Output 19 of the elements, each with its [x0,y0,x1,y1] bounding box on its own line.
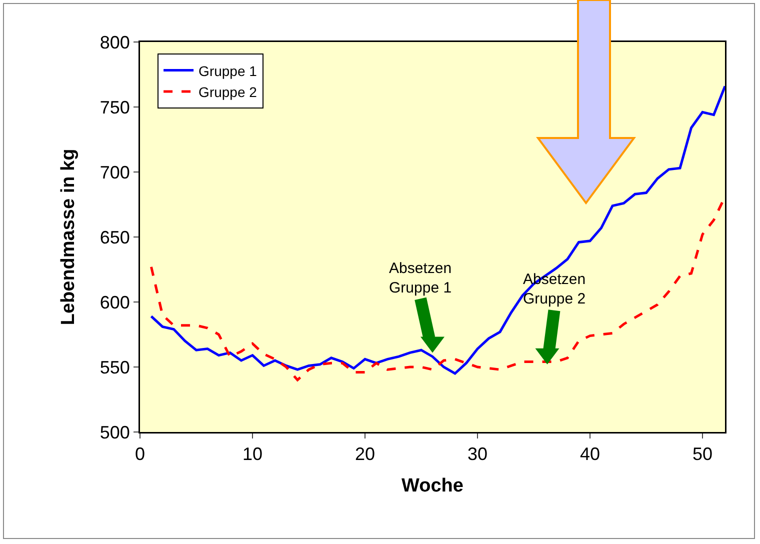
y-axis-title: Lebendmasse in kg [58,148,79,326]
x-tick-label: 50 [692,444,713,464]
y-tick-label: 550 [100,357,130,378]
annotation: Absetzen Gruppe 1 [389,260,452,296]
x-tick-label: 0 [134,444,146,464]
y-tick-label: 650 [100,227,130,248]
x-tick-label: 10 [242,444,263,464]
legend-label: Gruppe 1 [198,62,258,79]
x-axis-title: Woche [402,476,464,497]
y-tick-label: 800 [100,32,130,52]
x-tick-label: 40 [580,444,600,464]
y-tick-label: 700 [100,162,130,182]
line-series [150,84,725,375]
y-tick-label: 500 [100,422,130,442]
x-tick-label: 30 [467,444,488,464]
x-tick-label: 20 [354,444,376,464]
y-tick-label: 750 [100,97,130,118]
y-tick-label: 600 [100,292,130,312]
legend-label: Gruppe 2 [198,84,258,100]
